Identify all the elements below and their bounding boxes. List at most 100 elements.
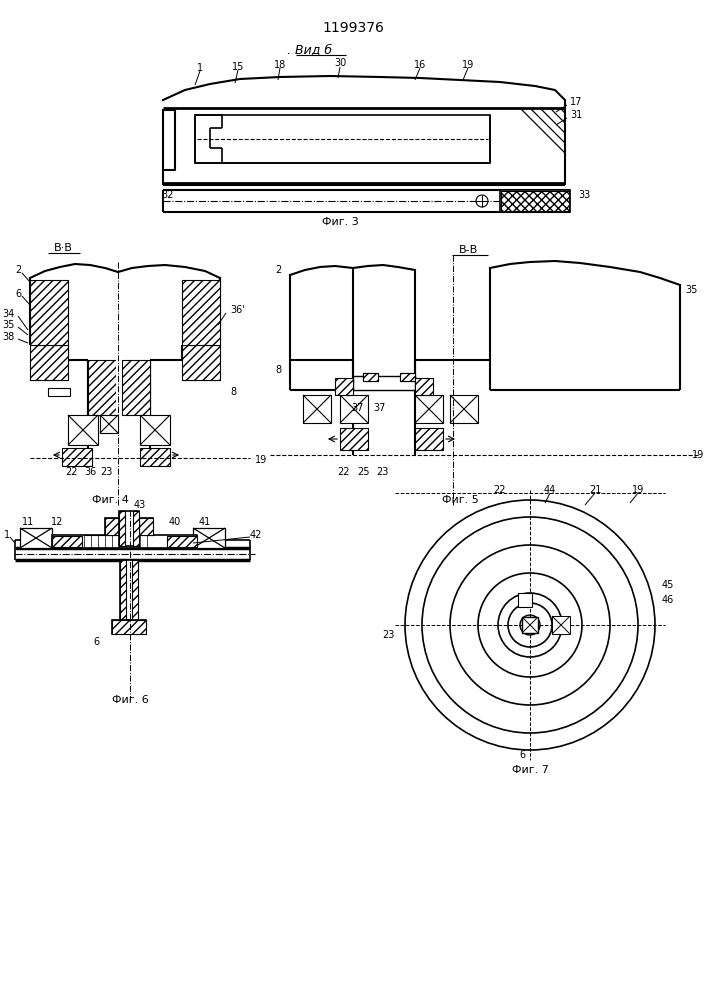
Text: 40: 40 <box>169 517 181 527</box>
Text: 45: 45 <box>662 580 674 590</box>
Text: 23: 23 <box>100 467 112 477</box>
Bar <box>48 388 70 396</box>
Circle shape <box>498 593 562 657</box>
Text: 31: 31 <box>570 110 583 120</box>
Bar <box>363 373 378 381</box>
Text: 22: 22 <box>338 467 350 477</box>
Text: 22: 22 <box>493 485 506 495</box>
Bar <box>105 518 153 535</box>
Bar <box>400 373 415 381</box>
Bar <box>30 345 68 380</box>
Text: 22: 22 <box>66 467 78 477</box>
Text: 44: 44 <box>544 485 556 495</box>
Text: 12: 12 <box>51 517 63 527</box>
Text: 33: 33 <box>578 190 590 200</box>
Text: Фиг. 3: Фиг. 3 <box>322 217 358 227</box>
Text: 19: 19 <box>632 485 644 495</box>
Bar <box>303 395 331 423</box>
Bar <box>518 593 532 607</box>
Bar <box>335 378 353 395</box>
Bar <box>139 518 153 535</box>
Bar <box>52 535 197 548</box>
Bar <box>193 528 225 548</box>
Bar <box>450 395 478 423</box>
Text: В·В: В·В <box>54 243 72 253</box>
Bar <box>133 511 139 546</box>
Bar <box>363 373 378 381</box>
Bar <box>68 415 98 445</box>
Bar <box>340 395 368 423</box>
Text: 19: 19 <box>462 60 474 70</box>
Bar <box>415 428 443 450</box>
Bar <box>62 448 92 466</box>
Bar <box>112 620 146 634</box>
Text: 19: 19 <box>691 450 704 460</box>
Text: 34: 34 <box>3 309 15 319</box>
Text: 18: 18 <box>274 60 286 70</box>
Bar <box>122 360 150 415</box>
Bar <box>30 280 68 345</box>
Text: 30: 30 <box>334 58 346 68</box>
Bar <box>105 518 119 535</box>
Text: 21: 21 <box>589 485 601 495</box>
Text: 41: 41 <box>199 517 211 527</box>
Text: Фиг. 7: Фиг. 7 <box>512 765 549 775</box>
Text: 25: 25 <box>357 467 369 477</box>
Text: 11: 11 <box>22 517 34 527</box>
Bar <box>400 373 415 381</box>
Text: 6: 6 <box>94 637 100 647</box>
Bar <box>522 617 538 633</box>
Text: . Вид б: . Вид б <box>288 43 332 56</box>
Text: 8: 8 <box>230 387 236 397</box>
Bar <box>119 511 125 546</box>
Bar <box>20 528 52 548</box>
Bar <box>182 345 220 380</box>
Text: Фиг. 6: Фиг. 6 <box>112 695 148 705</box>
Text: 43: 43 <box>134 500 146 510</box>
Bar <box>132 560 138 620</box>
Text: 2: 2 <box>16 265 22 275</box>
Text: Фиг. 4: Фиг. 4 <box>92 495 129 505</box>
Text: 35: 35 <box>3 320 15 330</box>
Text: 15: 15 <box>232 62 244 72</box>
Bar <box>182 280 220 345</box>
Text: 42: 42 <box>250 530 262 540</box>
Text: 17: 17 <box>570 97 583 107</box>
Bar <box>500 190 570 212</box>
Text: 32: 32 <box>162 190 174 200</box>
Text: 35: 35 <box>685 285 697 295</box>
Bar <box>415 378 433 395</box>
Circle shape <box>520 615 540 635</box>
Bar <box>100 415 118 433</box>
Text: 36: 36 <box>84 467 96 477</box>
Text: 36': 36' <box>230 305 245 315</box>
Text: 16: 16 <box>414 60 426 70</box>
Bar <box>140 415 170 445</box>
Bar <box>112 620 146 634</box>
Bar <box>340 428 368 450</box>
Bar <box>88 360 116 415</box>
Bar <box>140 448 170 466</box>
Text: 6: 6 <box>519 750 525 760</box>
Text: 1: 1 <box>4 530 10 540</box>
Bar <box>120 560 138 620</box>
Text: 6: 6 <box>16 289 22 299</box>
Text: 8: 8 <box>276 365 282 375</box>
Text: 37: 37 <box>351 403 363 413</box>
Text: Фиг. 5: Фиг. 5 <box>442 495 479 505</box>
Text: 23: 23 <box>382 630 395 640</box>
Text: 2: 2 <box>276 265 282 275</box>
Text: 19: 19 <box>255 455 267 465</box>
Text: 23: 23 <box>376 467 388 477</box>
Text: 1199376: 1199376 <box>322 21 384 35</box>
Bar <box>116 360 122 415</box>
Text: 46: 46 <box>662 595 674 605</box>
Bar <box>552 616 570 634</box>
Bar <box>501 191 569 211</box>
Text: 37: 37 <box>374 403 386 413</box>
Bar <box>195 115 490 163</box>
Bar <box>120 560 126 620</box>
Bar <box>167 536 197 547</box>
Bar <box>353 376 415 390</box>
Bar <box>415 395 443 423</box>
